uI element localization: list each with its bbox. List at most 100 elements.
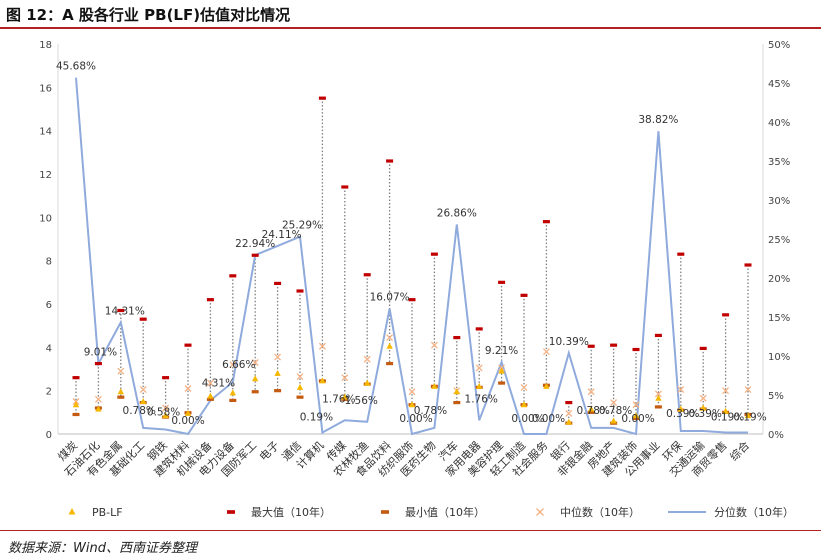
percentile-data-label: 1.56% — [345, 395, 378, 407]
pb-marker — [610, 417, 617, 424]
percentile-data-label: 0.58% — [147, 406, 180, 418]
legend-label: 中位数（10年） — [560, 505, 640, 519]
title-rule — [0, 27, 821, 29]
pb-marker — [520, 401, 528, 408]
max-marker — [318, 96, 326, 100]
percentile-data-label: 9.21% — [485, 345, 518, 357]
pb-marker — [588, 405, 595, 412]
median-marker — [229, 361, 237, 369]
max-marker — [72, 376, 80, 380]
y-right-tick-label: 40% — [768, 118, 790, 129]
min-marker — [206, 397, 214, 401]
max-marker — [363, 273, 371, 277]
pb-marker — [543, 382, 550, 389]
pb-marker — [655, 394, 662, 401]
pb-marker — [341, 393, 348, 400]
percentile-data-label: 38.82% — [638, 114, 678, 126]
max-marker — [520, 293, 528, 297]
y-right-tick-label: 25% — [768, 235, 790, 246]
pb-marker — [162, 412, 169, 419]
y-left-tick-label: 16 — [39, 83, 52, 94]
pb-marker — [252, 375, 259, 382]
max-marker — [206, 298, 214, 302]
min-marker — [72, 412, 80, 417]
max-marker — [296, 289, 304, 293]
pb-marker — [677, 405, 684, 412]
percentile-data-label: 1.76% — [322, 393, 355, 405]
min-marker — [296, 395, 304, 399]
pb-marker — [632, 412, 640, 419]
max-marker — [587, 344, 595, 348]
min-marker — [229, 398, 237, 403]
y-right-tick-label: 5% — [768, 391, 784, 402]
y-right-tick-label: 35% — [768, 157, 790, 168]
percentile-data-label: 0.39% — [666, 408, 699, 420]
median-marker — [654, 390, 662, 398]
marks-layer — [72, 77, 752, 436]
max-marker — [117, 308, 125, 313]
source-note: 数据来源：Wind、西南证券整理 — [8, 541, 197, 556]
min-marker — [587, 410, 595, 414]
percentile-data-label: 25.29% — [282, 220, 322, 232]
pb-marker — [453, 388, 460, 395]
min-marker — [117, 395, 125, 399]
median-marker — [251, 359, 259, 366]
y-right-tick-label: 0% — [768, 430, 784, 441]
percentile-data-label: 22.94% — [235, 238, 275, 250]
pb-marker — [274, 369, 281, 376]
pb-marker — [296, 383, 304, 390]
percentile-data-label: 0.19% — [711, 412, 744, 424]
percentile-data-label: 14.31% — [105, 305, 145, 317]
percentile-data-label: 0.00% — [171, 415, 204, 427]
max-marker — [386, 159, 394, 163]
legend: PB-LF 最大值（10年） 最小值（10年） 中位数（10年） 分位数（10年） — [68, 505, 794, 519]
min-marker — [632, 416, 640, 420]
pb-marker — [95, 405, 102, 412]
legend-label: PB-LF — [92, 506, 123, 519]
labels-layer: 45.68%9.01%14.31%0.78%0.58%0.00%4.31%6.6… — [56, 61, 767, 427]
percentile-data-label: 0.00% — [511, 413, 544, 425]
percentile-data-label: 0.78% — [414, 405, 447, 417]
median-marker — [386, 334, 394, 342]
median-marker — [94, 395, 102, 403]
pb-marker — [498, 367, 505, 374]
max-marker — [699, 346, 707, 351]
figure-title: 图 12：A 股各行业 PB(LF)估值对比情况 — [6, 6, 291, 24]
max-marker — [251, 253, 259, 257]
y-right-tick-label: 15% — [768, 313, 790, 324]
max-marker — [430, 252, 438, 256]
y-right-tick-label: 45% — [768, 79, 790, 90]
max-marker — [677, 252, 685, 256]
percentile-data-label: 10.39% — [549, 336, 589, 348]
pb-marker — [117, 388, 124, 395]
percentile-series-line — [75, 77, 748, 436]
max-marker — [744, 263, 752, 267]
max-marker — [341, 185, 349, 189]
median-marker — [430, 341, 438, 349]
percentile-data-label: 0.00% — [532, 413, 565, 425]
pb-marker — [476, 382, 483, 389]
y-right-tick-label: 20% — [768, 274, 790, 285]
pb-marker — [229, 389, 236, 396]
median-marker — [542, 348, 550, 356]
max-marker — [408, 298, 416, 302]
legend-pb-marker — [68, 508, 76, 515]
percentile-data-label: 1.76% — [465, 393, 498, 405]
pb-marker — [319, 377, 326, 384]
max-marker — [475, 327, 483, 331]
median-marker — [139, 386, 147, 394]
pb-marker — [722, 407, 729, 414]
max-marker — [654, 333, 662, 338]
min-marker — [453, 400, 461, 405]
median-marker — [363, 355, 371, 363]
max-marker — [274, 281, 282, 286]
y-left-tick-label: 18 — [39, 40, 52, 51]
chart: 0 2 4 6 8 10 12 14 16 18 0% 5% 10% 15% 20% 25% 30% 35% 40%… — [39, 40, 794, 519]
y-right-tick-label: 30% — [768, 196, 790, 207]
median-marker — [296, 373, 304, 381]
median-marker — [408, 388, 416, 396]
percentile-data-label: 0.78% — [123, 405, 156, 417]
median-marker — [162, 404, 170, 412]
percentile-data-label: 24.11% — [262, 229, 302, 241]
x-category-label: 电子 — [257, 439, 282, 464]
